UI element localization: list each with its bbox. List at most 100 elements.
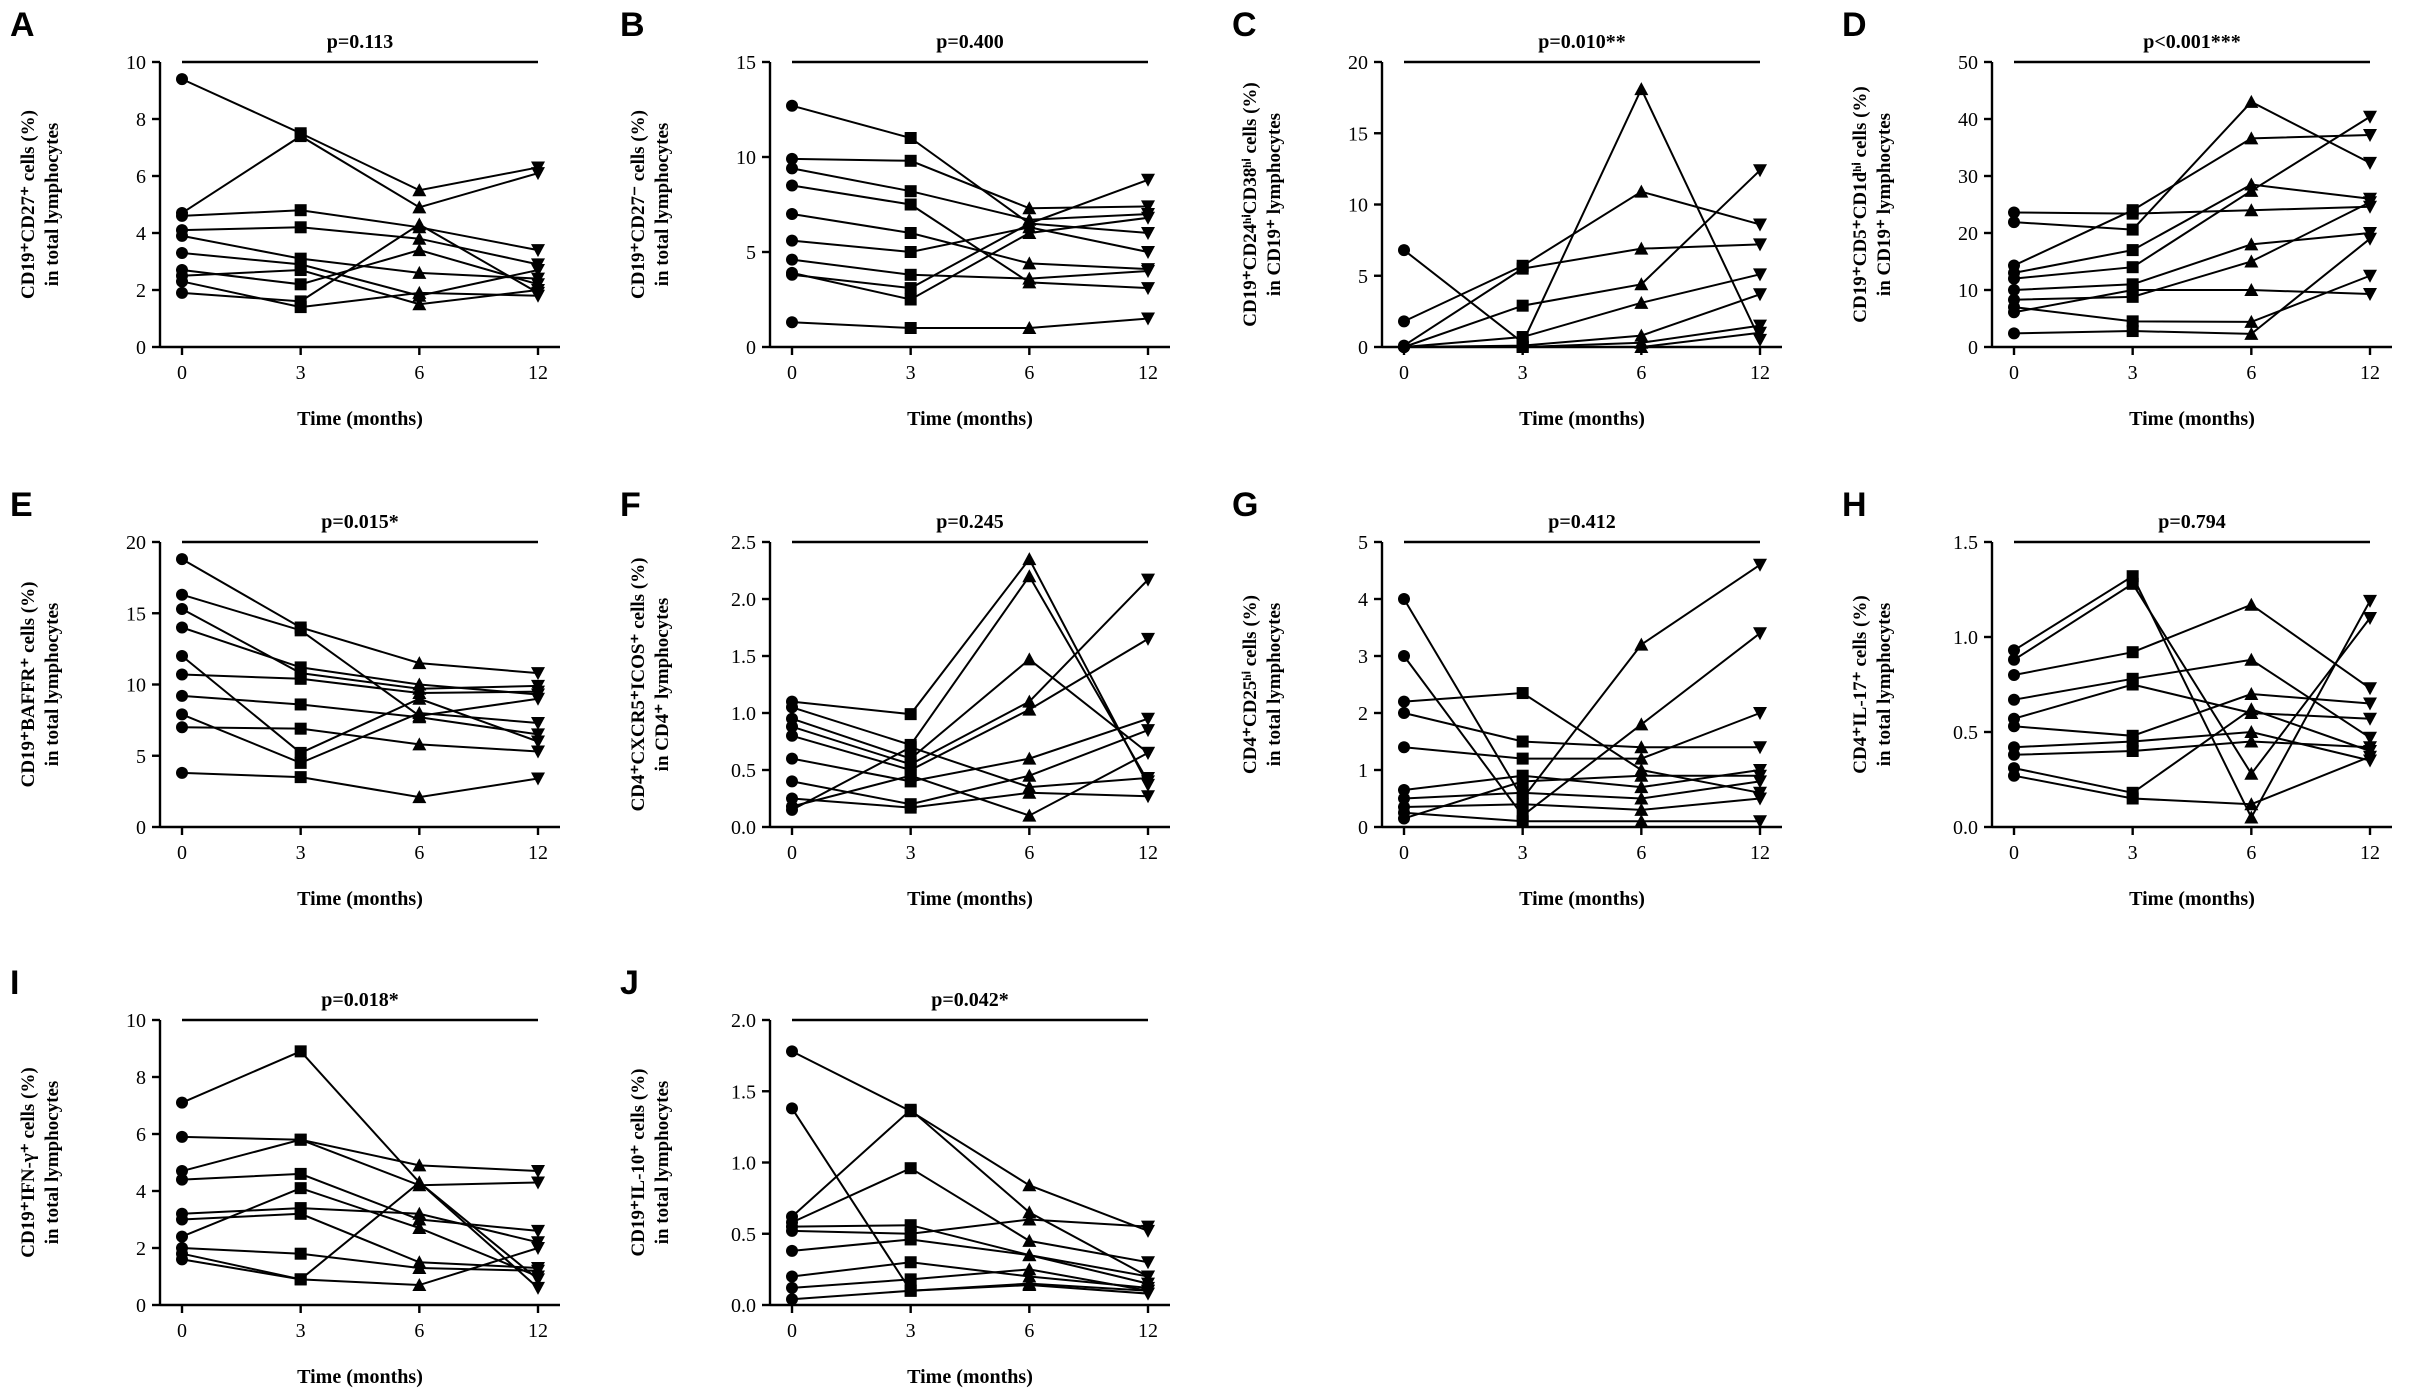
data-point [531,1242,545,1255]
data-point [1516,262,1529,275]
series-line [181,1247,539,1287]
data-point [176,246,188,259]
data-point [1634,82,1649,96]
series-line [181,1181,539,1281]
data-point [531,1273,545,1287]
data-point [1634,740,1649,754]
data-point [1022,702,1037,716]
data-point [1516,735,1529,748]
data-point [904,769,917,782]
data-point [2244,687,2259,700]
series-line [791,658,1149,760]
series-p9 [176,721,545,759]
panel-letter: H [1842,486,1867,524]
data-point [1022,256,1037,270]
series-line [181,1050,539,1289]
data-point [904,1256,917,1269]
series-p2 [786,569,1155,789]
data-point [2244,314,2259,328]
data-point [412,183,427,197]
data-point [1022,201,1037,215]
data-point [176,1096,188,1109]
panel-letter: F [620,486,641,524]
y-axis-label-line2: in total lymphocytes [42,123,63,287]
series-p3 [2008,128,2377,272]
y-tick-label: 20 [1958,223,1978,245]
y-axis-label: CD19⁺BAFFR⁺ cells (%) [18,582,39,788]
data-point [531,735,545,749]
series-line [791,1107,1149,1292]
data-point [1398,650,1410,662]
data-point [1022,1233,1037,1247]
data-point [1516,687,1529,700]
y-tick-label: 5 [1358,532,1368,554]
series-p2 [2008,94,2377,236]
series-line [181,226,539,266]
y-axis-label: CD19⁺CD24ʰⁱCD38ʰⁱ cells (%) [1240,82,1261,326]
x-tick-label: 6 [2246,362,2256,384]
data-point [1634,814,1649,828]
data-point [412,790,427,804]
data-point [1141,211,1155,225]
x-tick-label: 0 [2009,362,2019,384]
x-axis-label: Time (months) [907,408,1033,430]
x-tick-label: 3 [1518,842,1528,864]
data-point [2244,254,2259,268]
series-line [791,1261,1149,1289]
data-point [2244,810,2259,824]
y-axis-label: CD19⁺CD5⁺CD1dʰⁱ cells (%) [1850,86,1871,323]
series-line [791,1218,1149,1235]
data-point [904,1162,917,1175]
y-tick-label: 0 [136,337,146,359]
data-point [531,1281,545,1295]
data-point [531,1176,545,1190]
series-line [181,655,539,755]
series-p7 [176,689,545,742]
series-p8 [786,211,1155,306]
data-point [786,1270,798,1283]
data-point [176,1165,188,1178]
x-tick-label: 12 [1138,362,1158,384]
data-point [1516,752,1529,765]
y-tick-label: 15 [1348,123,1368,145]
data-point [2126,261,2139,274]
series-p1 [786,1045,1155,1238]
data-point [294,1273,307,1286]
data-point [1022,808,1037,822]
y-tick-label: 10 [736,147,756,169]
series-p5 [1398,707,1767,765]
data-point [412,706,427,719]
data-point [531,772,545,786]
data-point [294,672,307,685]
data-point [1141,282,1155,296]
series-line [2013,574,2371,820]
series-line [181,608,539,690]
series-line [181,1207,539,1244]
y-axis-label-line2: in total lymphocytes [42,1081,63,1245]
x-tick-label: 6 [414,362,424,384]
series-line [791,1224,1149,1285]
data-point [294,722,307,735]
panel-letter: A [10,6,35,44]
data-point [294,698,307,711]
series-line [2013,274,2371,323]
data-point [1753,238,1767,252]
y-tick-label: 2.5 [731,532,756,554]
series-line [2013,115,2371,280]
data-point [904,154,917,167]
panel-letter: D [1842,6,1867,44]
series-line [181,1212,539,1269]
y-axis-label-line2: in total lymphocytes [42,603,63,767]
data-point [176,668,188,681]
data-point [531,264,545,278]
y-tick-label: 2.0 [731,1010,756,1032]
series-line [2013,232,2371,291]
x-tick-label: 3 [296,842,306,864]
data-point [294,1182,307,1195]
series-line [791,746,1149,811]
x-tick-label: 12 [2360,842,2380,864]
y-axis-label: CD4⁺CXCR5⁺ICOS⁺ cells (%) [628,558,649,812]
series-line [181,251,539,297]
y-tick-label: 2 [136,280,146,302]
data-point [2363,128,2377,142]
